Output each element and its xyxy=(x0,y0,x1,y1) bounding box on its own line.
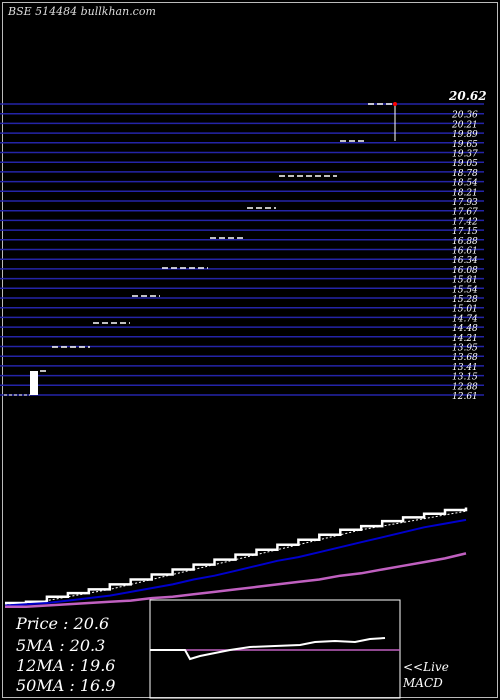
price-level-label: 17.42 xyxy=(452,217,478,227)
price-level-label: 17.15 xyxy=(452,227,478,237)
price-level-lines xyxy=(0,103,484,396)
macd-label: MACD xyxy=(403,676,443,690)
macd-panel xyxy=(149,599,401,699)
volume-candle xyxy=(30,371,38,395)
price-level-label: 14.48 xyxy=(452,324,478,334)
price-readout: Price : 20.6 xyxy=(16,614,110,633)
price-level-label: 20.21 xyxy=(451,120,478,130)
ma12-line xyxy=(4,518,467,607)
price-level-label: 13.95 xyxy=(452,344,478,354)
last-price-label: 20.62 xyxy=(448,89,487,103)
price-level-label: 17.67 xyxy=(452,208,478,218)
price-level-label: 16.08 xyxy=(452,266,478,276)
ma5-readout: 5MA : 20.3 xyxy=(16,636,106,655)
moving-average-lines xyxy=(4,507,468,609)
spike-marker xyxy=(393,102,397,106)
price-level-label: 14.74 xyxy=(452,314,478,324)
ma12-readout: 12MA : 19.6 xyxy=(16,656,116,675)
price-level-labels: 20.3620.2119.8919.6519.3719.0518.7818.54… xyxy=(451,111,478,402)
price-line xyxy=(5,507,468,605)
price-level-label: 15.81 xyxy=(452,276,478,286)
price-level-label: 18.54 xyxy=(452,179,478,189)
price-level-label: 13.41 xyxy=(452,363,478,373)
price-dashes xyxy=(40,103,392,372)
price-level-label: 15.01 xyxy=(452,305,478,315)
price-level-label: 20.36 xyxy=(451,111,478,121)
price-level-label: 13.15 xyxy=(452,373,478,383)
ma5-line xyxy=(4,510,467,605)
price-level-label: 19.65 xyxy=(452,140,478,150)
chart-title: BSE 514484 bullkhan.com xyxy=(8,5,156,18)
price-level-label: 12.88 xyxy=(452,382,478,392)
ma50-line xyxy=(5,552,467,609)
price-level-label: 14.21 xyxy=(452,334,478,344)
price-level-label: 19.89 xyxy=(452,130,478,140)
price-level-label: 12.61 xyxy=(452,392,478,402)
macd-line xyxy=(150,637,386,661)
price-level-label: 18.78 xyxy=(452,169,478,179)
ma50-readout: 50MA : 16.9 xyxy=(16,676,116,695)
price-level-label: 15.54 xyxy=(452,285,478,295)
price-level-label: 16.34 xyxy=(452,256,478,266)
live-label: <<Live xyxy=(403,660,449,674)
price-level-label: 16.88 xyxy=(452,237,478,247)
price-level-label: 15.28 xyxy=(452,295,478,305)
price-level-label: 16.61 xyxy=(452,247,478,257)
price-level-label: 19.37 xyxy=(452,150,478,160)
price-level-label: 18.21 xyxy=(452,188,478,198)
price-level-label: 19.05 xyxy=(452,159,478,169)
price-level-label: 13.68 xyxy=(452,353,478,363)
price-level-label: 17.93 xyxy=(452,198,478,208)
